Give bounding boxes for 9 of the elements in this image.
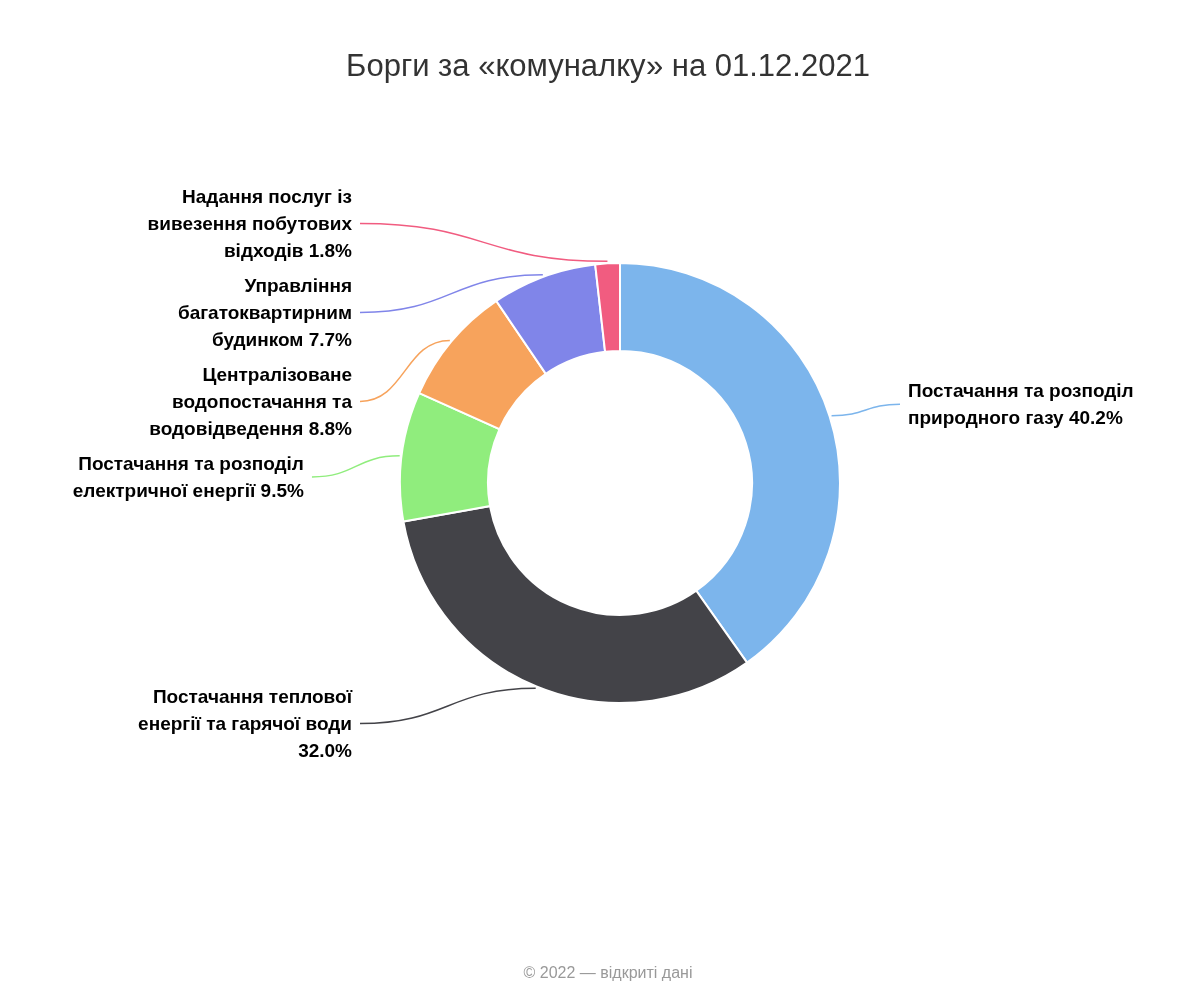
slice-label: Постачання та розподіл природного газу 40.2% xyxy=(908,380,1134,429)
slice-label: Надання послуг із вивезення побутових відходів 1.8% xyxy=(147,186,353,262)
text: © 2022 — відкриті дані xyxy=(523,964,693,981)
slice-label: Централізоване водопостачання та водовідведення 8.8% xyxy=(149,364,353,440)
slice-label: Постачання теплової енергії та гарячої води xyxy=(138,686,353,735)
data-label: 32.0% xyxy=(298,740,353,762)
slice-label: Управління багатоквартирним будинком 7.7% xyxy=(177,275,353,351)
chart-title: Борги за «комуналку» на 01.12.2021 xyxy=(346,48,870,83)
slice-label: Постачання та розподіл електричної енергії 9.5% xyxy=(72,453,305,502)
